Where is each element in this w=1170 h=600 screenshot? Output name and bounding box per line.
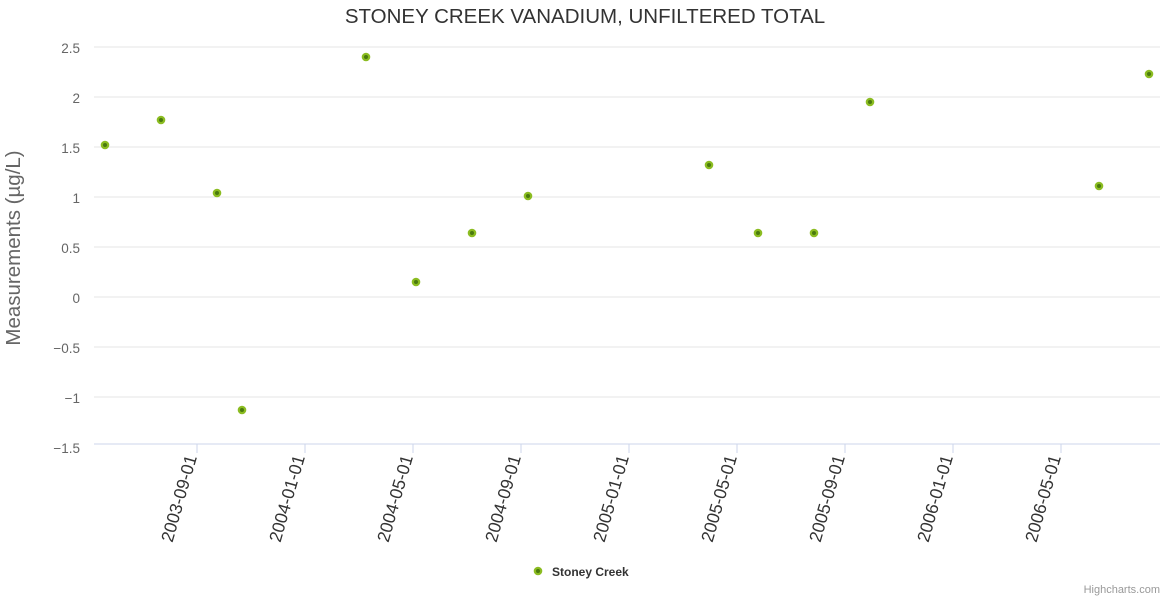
svg-text:2003-09-01: 2003-09-01 xyxy=(157,453,201,545)
svg-text:2.5: 2.5 xyxy=(61,41,80,56)
svg-text:2004-09-01: 2004-09-01 xyxy=(481,453,525,545)
svg-text:Stoney Creek: Stoney Creek xyxy=(552,565,629,579)
svg-text:−0.5: −0.5 xyxy=(53,341,80,356)
svg-text:1.5: 1.5 xyxy=(61,141,80,156)
svg-text:2004-01-01: 2004-01-01 xyxy=(265,453,309,545)
svg-text:2005-09-01: 2005-09-01 xyxy=(805,453,849,545)
svg-text:2006-05-01: 2006-05-01 xyxy=(1021,453,1065,545)
svg-text:0.5: 0.5 xyxy=(61,241,80,256)
svg-text:1: 1 xyxy=(72,191,80,206)
svg-text:Measurements (µg/L): Measurements (µg/L) xyxy=(2,150,25,345)
svg-text:2005-05-01: 2005-05-01 xyxy=(697,453,741,545)
svg-text:−1.5: −1.5 xyxy=(53,441,80,456)
svg-text:2005-01-01: 2005-01-01 xyxy=(589,453,633,545)
svg-text:−1: −1 xyxy=(65,391,80,406)
svg-text:2: 2 xyxy=(72,91,80,106)
svg-text:0: 0 xyxy=(72,291,80,306)
svg-text:2006-01-01: 2006-01-01 xyxy=(913,453,957,545)
svg-text:2004-05-01: 2004-05-01 xyxy=(373,453,417,545)
